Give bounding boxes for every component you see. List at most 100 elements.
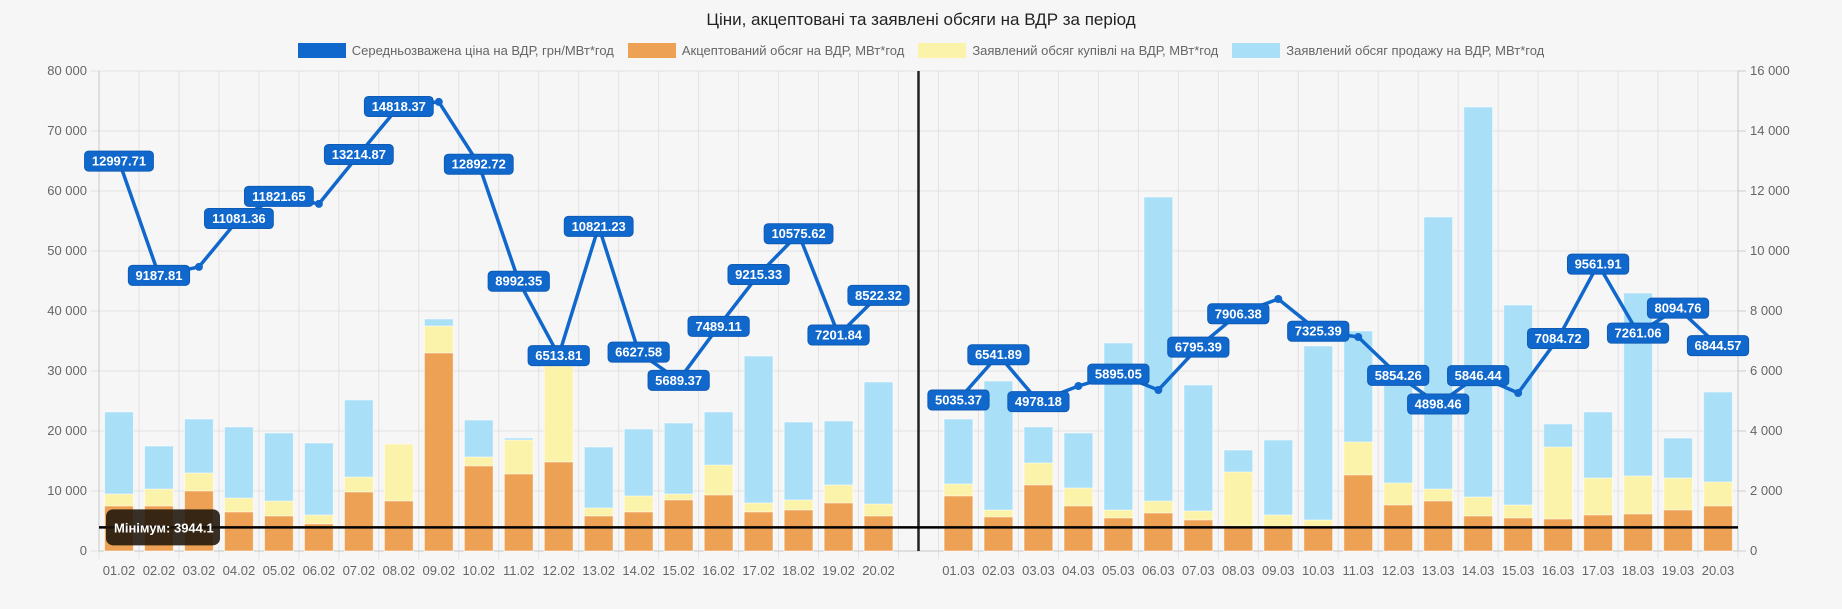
bar-accepted[interactable] [503, 473, 534, 552]
bar-accepted[interactable] [1463, 515, 1494, 552]
bar-accepted[interactable] [943, 495, 974, 552]
bar-accepted[interactable] [1303, 526, 1334, 552]
price-point[interactable] [434, 97, 443, 106]
x-tick-label: 10.03 [1302, 563, 1335, 578]
bar-accepted[interactable] [623, 511, 654, 552]
bar-accepted[interactable] [1503, 517, 1534, 552]
y-right-tick-label: 4 000 [1750, 423, 1783, 438]
x-tick-label: 02.03 [982, 563, 1015, 578]
x-tick-label: 12.02 [542, 563, 575, 578]
bar-accepted[interactable] [263, 515, 294, 552]
legend-label-buy: Заявлений обсяг купівлі на ВДР, МВт*год [972, 43, 1219, 58]
bar-accepted[interactable] [743, 511, 774, 552]
y-left-tick-label: 40 000 [47, 303, 87, 318]
y-left-tick-label: 10 000 [47, 483, 87, 498]
x-tick-label: 07.03 [1182, 563, 1215, 578]
x-tick-label: 20.02 [862, 563, 895, 578]
price-data-label: 8094.76 [1655, 301, 1702, 316]
legend: Середньозважена ціна на ВДР, грн/МВт*год… [0, 43, 1842, 58]
bar-accepted[interactable] [783, 509, 814, 552]
bar-accepted[interactable] [423, 352, 454, 552]
bar-accepted[interactable] [583, 515, 614, 552]
price-data-label-box [763, 223, 834, 245]
x-tick-label: 03.02 [183, 563, 216, 578]
x-tick-label: 06.02 [303, 563, 336, 578]
price-data-label-box [1287, 320, 1350, 342]
price-data-label-box [687, 315, 750, 337]
price-data-label-box [1007, 391, 1070, 413]
price-point[interactable] [1354, 333, 1363, 342]
y-left-tick-label: 80 000 [47, 63, 87, 78]
price-data-label-box [1407, 393, 1470, 415]
x-tick-label: 07.02 [343, 563, 376, 578]
price-point[interactable] [1274, 295, 1283, 303]
bar-accepted[interactable] [1543, 518, 1574, 552]
bar-accepted[interactable] [1263, 526, 1294, 552]
bar-accepted[interactable] [1423, 500, 1454, 552]
price-data-label-box [84, 150, 154, 172]
price-data-label: 6513.81 [535, 348, 582, 363]
legend-item-sell[interactable]: Заявлений обсяг продажу на ВДР, МВт*год [1232, 43, 1544, 58]
legend-item-accepted[interactable]: Акцептований обсяг на ВДР, МВт*год [627, 43, 905, 58]
price-data-label: 11821.65 [252, 189, 306, 204]
price-data-label-box [1527, 327, 1590, 349]
x-tick-label: 13.02 [582, 563, 615, 578]
price-data-label: 7261.06 [1615, 326, 1662, 341]
price-data-label-box [443, 153, 514, 175]
price-data-label-box [1646, 297, 1710, 319]
bar-accepted[interactable] [343, 491, 374, 552]
price-data-label-box [807, 324, 870, 346]
y-left-tick-label: 30 000 [47, 363, 87, 378]
y-left-tick-label: 20 000 [47, 423, 87, 438]
price-point[interactable] [314, 199, 323, 208]
price-point[interactable] [1074, 382, 1083, 390]
y-left-tick-label: 60 000 [47, 183, 87, 198]
bar-accepted[interactable] [1103, 517, 1134, 552]
legend-swatch-accepted [627, 43, 676, 58]
price-data-label: 9187.81 [135, 268, 182, 283]
legend-item-buy[interactable]: Заявлений обсяг купівлі на ВДР, МВт*год [918, 43, 1218, 58]
bar-accepted[interactable] [863, 515, 894, 552]
price-data-label: 9215.33 [735, 267, 782, 282]
bar-accepted[interactable] [383, 500, 414, 552]
legend-label-accepted: Акцептований обсяг на ВДР, МВт*год [681, 43, 905, 58]
x-tick-label: 05.02 [263, 563, 296, 578]
bar-accepted[interactable] [1583, 514, 1613, 552]
bar-accepted[interactable] [463, 465, 494, 552]
price-data-label: 7325.39 [1295, 324, 1342, 339]
bar-accepted[interactable] [1183, 519, 1214, 552]
bar-accepted[interactable] [1623, 513, 1653, 552]
price-point[interactable] [1514, 388, 1523, 397]
price-point[interactable] [1154, 385, 1163, 394]
bar-accepted[interactable] [1023, 484, 1054, 552]
price-data-label: 4898.46 [1415, 397, 1462, 412]
bar-accepted[interactable] [1663, 509, 1693, 552]
x-tick-label: 03.03 [1022, 563, 1055, 578]
legend-swatch-sell [1232, 43, 1281, 58]
bar-accepted[interactable] [543, 461, 574, 552]
bar-accepted[interactable] [1343, 474, 1374, 552]
bar-accepted[interactable] [1223, 525, 1254, 552]
legend-item-price[interactable]: Середньозважена ціна на ВДР, грн/МВт*год [297, 43, 614, 58]
bar-accepted[interactable] [983, 516, 1014, 552]
bar-accepted[interactable] [663, 499, 694, 552]
x-tick-label: 16.02 [702, 563, 735, 578]
x-tick-label: 04.03 [1062, 563, 1095, 578]
x-tick-label: 19.02 [822, 563, 855, 578]
price-data-label: 10821.23 [572, 219, 626, 234]
bar-accepted[interactable] [1143, 512, 1174, 552]
bar-sell[interactable] [1463, 106, 1494, 552]
x-tick-label: 02.02 [143, 563, 176, 578]
price-data-label: 5846.44 [1455, 368, 1503, 383]
price-data-label: 10575.62 [771, 226, 825, 241]
legend-label-price: Середньозважена ціна на ВДР, грн/МВт*год [351, 43, 614, 58]
bar-accepted[interactable] [224, 511, 254, 552]
legend-swatch-price [297, 43, 346, 58]
price-data-label-box [847, 284, 910, 306]
price-data-label-box [1207, 303, 1270, 325]
bar-sell[interactable] [1303, 345, 1334, 552]
price-data-label-box [1686, 335, 1750, 357]
price-point[interactable] [194, 262, 203, 271]
bar-accepted[interactable] [703, 494, 734, 552]
price-data-label: 8992.35 [495, 274, 542, 289]
